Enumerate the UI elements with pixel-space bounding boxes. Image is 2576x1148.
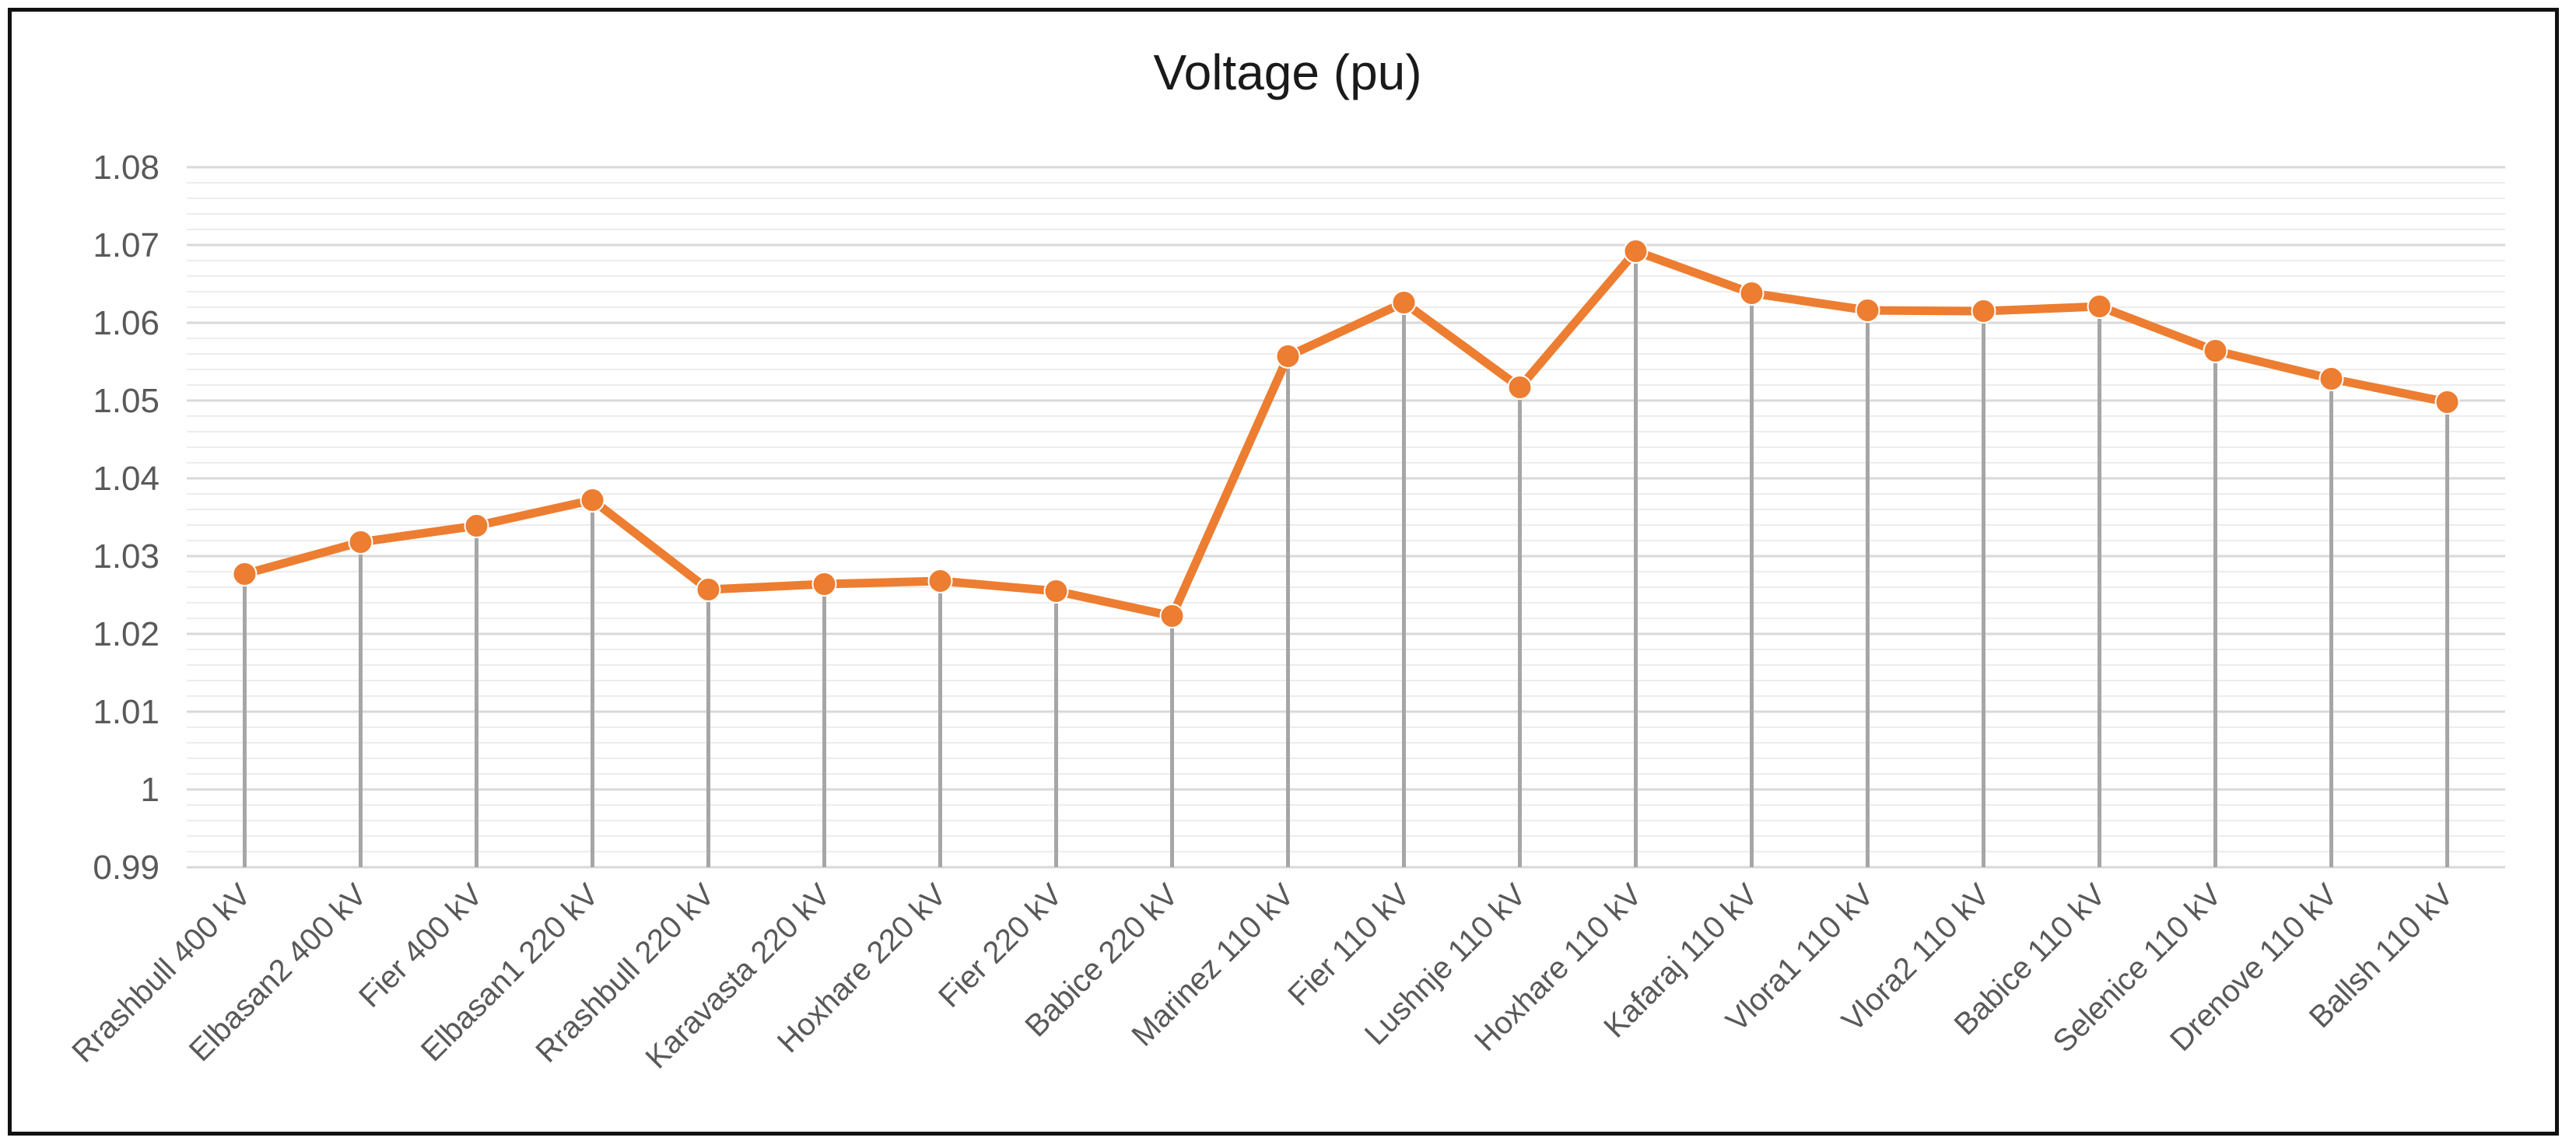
data-point bbox=[1275, 344, 1301, 369]
data-point bbox=[2087, 294, 2112, 319]
y-tick-label: 1 bbox=[141, 771, 159, 809]
voltage-chart: Voltage (pu) 0.99 1 1.01 1.02 1.03 1.04 1.05 1.… bbox=[65, 44, 2505, 1076]
chart-frame: Voltage (pu) 0.99 1 1.01 1.02 1.03 1.04 1.05 1.… bbox=[8, 8, 2559, 1136]
y-tick-label: 1.03 bbox=[93, 537, 159, 576]
data-point bbox=[1971, 299, 1996, 324]
data-point bbox=[464, 513, 489, 538]
y-tick-label: 1.07 bbox=[93, 226, 159, 264]
data-point bbox=[1159, 604, 1185, 628]
data-point bbox=[811, 572, 837, 597]
data-point bbox=[2434, 390, 2460, 415]
data-point bbox=[1855, 298, 1880, 323]
major-gridlines bbox=[187, 166, 2505, 869]
data-point bbox=[232, 562, 258, 586]
minor-gridlines bbox=[187, 182, 2505, 852]
series-line bbox=[240, 247, 2452, 621]
data-point bbox=[2318, 366, 2344, 391]
data-point bbox=[2203, 338, 2228, 363]
chart-title: Voltage (pu) bbox=[1153, 44, 1421, 100]
data-point bbox=[1623, 239, 1649, 264]
data-point bbox=[1507, 375, 1533, 400]
y-tick-label: 1.05 bbox=[93, 382, 159, 420]
y-tick-label: 0.99 bbox=[93, 849, 159, 887]
y-axis-ticks: 0.99 1 1.01 1.02 1.03 1.04 1.05 1.06 1.07 1.08 bbox=[93, 149, 159, 887]
data-point bbox=[580, 488, 605, 513]
data-point bbox=[1739, 281, 1765, 306]
y-tick-label: 1.06 bbox=[93, 304, 159, 342]
series-voltage bbox=[232, 239, 2460, 628]
data-point bbox=[1043, 579, 1069, 604]
drop-lines bbox=[243, 251, 2449, 867]
data-point bbox=[696, 577, 721, 602]
y-tick-label: 1.01 bbox=[93, 693, 159, 731]
y-tick-label: 1.02 bbox=[93, 615, 159, 653]
data-point bbox=[927, 569, 953, 593]
y-tick-label: 1.04 bbox=[93, 460, 159, 498]
data-point bbox=[348, 530, 373, 555]
data-point bbox=[1391, 290, 1417, 315]
y-tick-label: 1.08 bbox=[93, 149, 159, 187]
